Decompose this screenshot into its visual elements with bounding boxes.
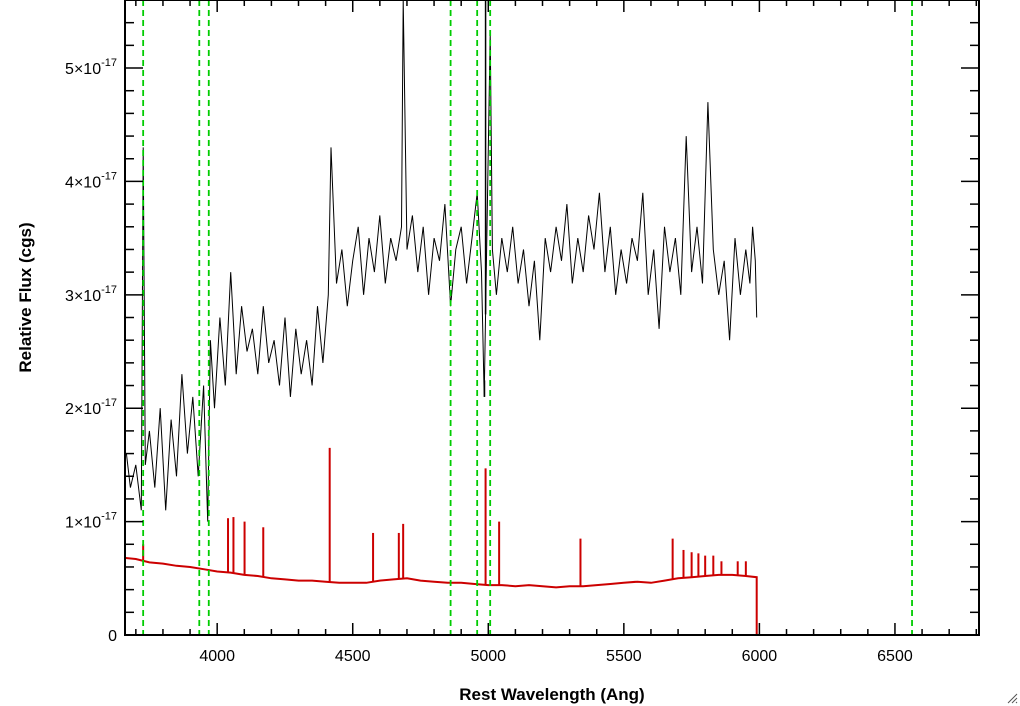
model-spectrum-line	[124, 556, 979, 636]
plot-frame	[124, 0, 980, 636]
axis-ticks	[125, 0, 979, 636]
observed-spectrum-line	[125, 0, 758, 522]
x-tick-label: 6500	[877, 648, 913, 665]
y-tick-label: 4×10-17	[65, 170, 117, 191]
x-axis-label: Rest Wavelength (Ang)	[459, 685, 644, 704]
x-tick-label: 6000	[742, 648, 778, 665]
y-tick-label: 3×10-17	[65, 284, 117, 305]
y-tick-label: 5×10-17	[65, 57, 117, 78]
data-layer	[124, 0, 979, 636]
y-tick-label: 0	[108, 628, 117, 645]
y-tick-label: 2×10-17	[65, 397, 117, 418]
x-tick-label: 4500	[335, 648, 371, 665]
y-axis-label: Relative Flux (cgs)	[16, 222, 35, 372]
x-tick-labels: 4000 4500 5000 5500 6000 6500	[199, 648, 912, 665]
y-tick-label: 1×10-17	[65, 511, 117, 532]
y-tick-labels: 0 1×10-17 2×10-17 3×10-17 4×10-17 5×10-17	[65, 57, 117, 645]
x-tick-label: 5500	[606, 648, 642, 665]
x-tick-label: 4000	[199, 648, 235, 665]
x-tick-label: 5000	[470, 648, 506, 665]
reference-lines	[142, 0, 913, 635]
resize-grip-icon[interactable]	[1006, 692, 1018, 704]
